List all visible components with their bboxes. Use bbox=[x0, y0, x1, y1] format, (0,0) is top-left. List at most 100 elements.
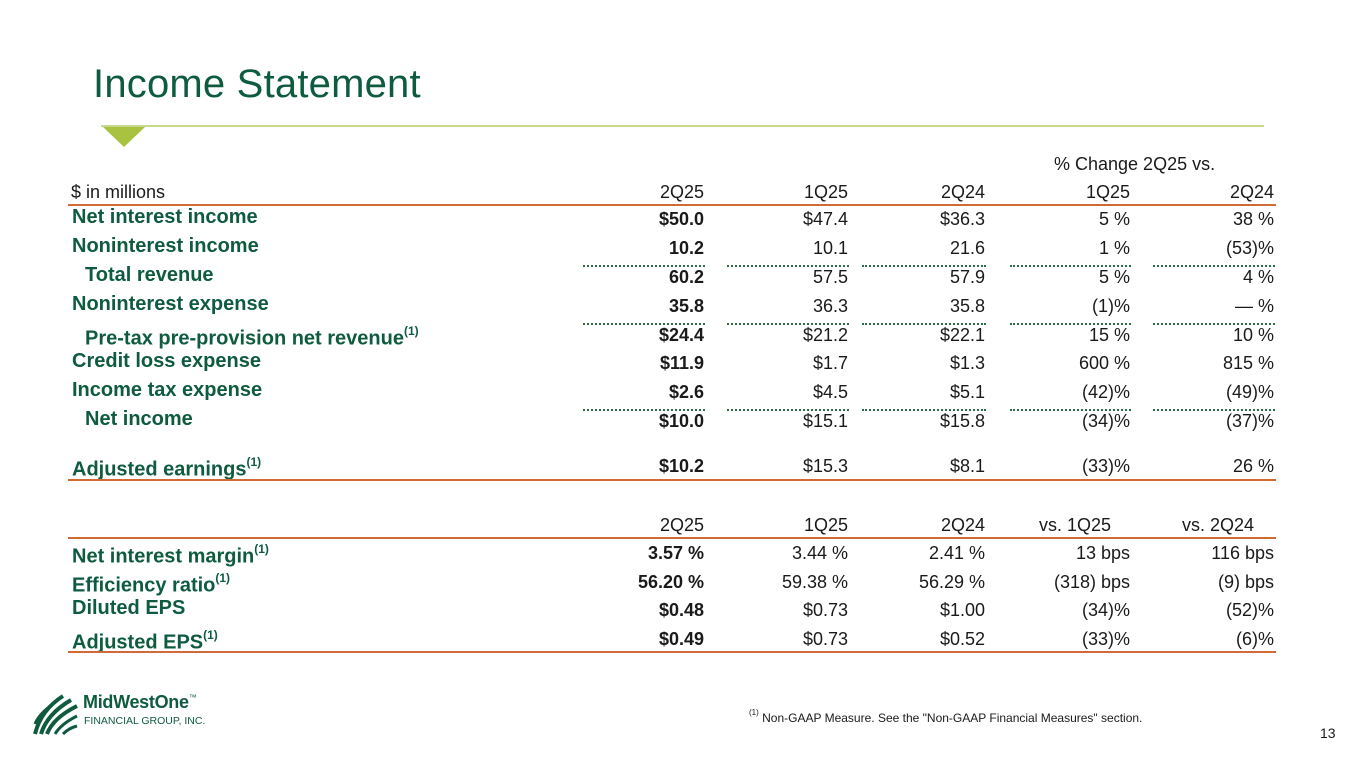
row-label-text: Noninterest income bbox=[72, 235, 259, 257]
table-cell: 35.8 bbox=[949, 296, 985, 316]
table-cell: 2.41 % bbox=[928, 543, 985, 563]
table-cell: 116 bps bbox=[1211, 543, 1274, 563]
row-label-text: Adjusted EPS bbox=[72, 631, 204, 654]
table-cell: 3.44 % bbox=[791, 543, 848, 563]
table-cell: 59.38 % bbox=[781, 572, 848, 592]
table-cell: (1)% bbox=[1091, 296, 1130, 316]
table-cell: $22.1 bbox=[939, 325, 985, 345]
table-cell: 15 % bbox=[1088, 325, 1130, 345]
table-cell: $47.4 bbox=[802, 209, 848, 229]
table-cell: $0.49 bbox=[658, 629, 704, 649]
table-cell: (33)% bbox=[1081, 629, 1130, 649]
table-cell: $10.2 bbox=[658, 456, 704, 476]
table-cell: 57.9 bbox=[949, 267, 985, 287]
table-cell: $0.52 bbox=[939, 629, 985, 649]
table-cell: 36.3 bbox=[812, 296, 848, 316]
subtotal-dotted-rule bbox=[862, 323, 986, 325]
table-cell: $15.3 bbox=[802, 456, 848, 476]
table-cell: 57.5 bbox=[812, 267, 848, 287]
row-label-text: Efficiency ratio bbox=[72, 574, 216, 597]
table-cell: (318) bps bbox=[1053, 572, 1130, 592]
row-label: Net income bbox=[85, 408, 193, 430]
table-cell: 600 % bbox=[1078, 353, 1130, 373]
row-label: Total revenue bbox=[85, 264, 214, 286]
table-cell: (34)% bbox=[1081, 600, 1130, 620]
row-label: Pre-tax pre-provision net revenue(1) bbox=[85, 322, 419, 350]
row-label: Efficiency ratio(1) bbox=[72, 569, 230, 597]
metrics-bottom-rule bbox=[68, 651, 1276, 653]
table-cell: 5 % bbox=[1098, 209, 1130, 229]
table-cell: 13 bps bbox=[1075, 543, 1130, 563]
table-cell: $1.00 bbox=[939, 600, 985, 620]
subtotal-dotted-rule bbox=[583, 323, 705, 325]
table-cell: 38 % bbox=[1232, 209, 1274, 229]
table-cell: $0.73 bbox=[802, 629, 848, 649]
column-header-label: $ in millions bbox=[71, 182, 166, 202]
row-label: Noninterest expense bbox=[72, 293, 269, 315]
row-label: Adjusted earnings(1) bbox=[72, 453, 261, 481]
table-cell: 5 % bbox=[1098, 267, 1130, 287]
table-cell: $24.4 bbox=[658, 325, 704, 345]
table-cell: $15.8 bbox=[939, 411, 985, 431]
percent-change-header: % Change 2Q25 vs. bbox=[1054, 154, 1216, 174]
row-label: Noninterest income bbox=[72, 235, 259, 257]
row-label: Net interest income bbox=[72, 206, 258, 228]
table-cell: 35.8 bbox=[668, 296, 704, 316]
header-rule bbox=[68, 204, 1276, 206]
table-cell: (37)% bbox=[1225, 411, 1274, 431]
table-cell: $21.2 bbox=[802, 325, 848, 345]
column-header: vs. 1Q25 bbox=[1038, 515, 1111, 535]
table-cell: 1 % bbox=[1098, 238, 1130, 258]
page-title: Income Statement bbox=[93, 62, 421, 106]
column-header: vs. 2Q24 bbox=[1181, 515, 1254, 535]
row-label-text: Noninterest expense bbox=[72, 293, 269, 315]
table-cell: 10.1 bbox=[812, 238, 848, 258]
subtotal-dotted-rule bbox=[1153, 323, 1275, 325]
table-cell: 815 % bbox=[1222, 353, 1274, 373]
table-cell: 10 % bbox=[1232, 325, 1274, 345]
company-logo: MidWestOne™ FINANCIAL GROUP, INC. bbox=[33, 690, 223, 736]
column-header: 2Q24 bbox=[940, 182, 985, 202]
title-divider bbox=[101, 125, 1264, 127]
row-label-text: Income tax expense bbox=[72, 379, 263, 401]
column-header: 2Q25 bbox=[659, 182, 704, 202]
table-cell: (9) bps bbox=[1217, 572, 1274, 592]
subtotal-dotted-rule bbox=[862, 265, 986, 267]
subtotal-dotted-rule bbox=[1153, 409, 1275, 411]
table-cell: $11.9 bbox=[659, 353, 704, 373]
table-cell: $1.7 bbox=[812, 353, 848, 373]
table-cell: 3.57 % bbox=[647, 543, 704, 563]
table-cell: (53)% bbox=[1225, 238, 1274, 258]
subtotal-dotted-rule bbox=[1010, 409, 1131, 411]
table-cell: $2.6 bbox=[668, 382, 704, 402]
table-cell: $0.48 bbox=[658, 600, 704, 620]
row-label: Adjusted EPS(1) bbox=[72, 626, 218, 654]
logo-wordmark: MidWestOne™ bbox=[83, 692, 197, 712]
row-label: Credit loss expense bbox=[72, 350, 261, 372]
row-label-text: Net interest income bbox=[72, 206, 258, 228]
column-header: 1Q25 bbox=[803, 515, 848, 535]
table-cell: $1.3 bbox=[949, 353, 985, 373]
footnote-marker: (1) bbox=[254, 542, 269, 556]
row-label: Diluted EPS bbox=[72, 597, 185, 619]
row-label-text: Adjusted earnings bbox=[72, 458, 247, 481]
subtotal-dotted-rule bbox=[727, 323, 849, 325]
logo-subtitle: FINANCIAL GROUP, INC. bbox=[84, 715, 206, 727]
subtotal-dotted-rule bbox=[1010, 265, 1131, 267]
table-cell: 26 % bbox=[1232, 456, 1274, 476]
table-cell: (6)% bbox=[1235, 629, 1274, 649]
table-cell: $10.0 bbox=[658, 411, 704, 431]
row-label: Net interest margin(1) bbox=[72, 540, 269, 568]
table-cell: $36.3 bbox=[939, 209, 985, 229]
subtotal-dotted-rule bbox=[583, 409, 705, 411]
row-label-text: Credit loss expense bbox=[72, 350, 261, 372]
table-cell: 4 % bbox=[1242, 267, 1274, 287]
row-label-text: Net interest margin bbox=[72, 545, 255, 568]
footnote: (1) Non-GAAP Measure. See the "Non-GAAP … bbox=[749, 708, 1143, 725]
table-cell: $0.73 bbox=[802, 600, 848, 620]
column-header: 2Q24 bbox=[1229, 182, 1274, 202]
page-number: 13 bbox=[1320, 725, 1336, 741]
table-cell: 56.29 % bbox=[918, 572, 985, 592]
table-cell: — % bbox=[1234, 296, 1274, 316]
footnote-marker: (1) bbox=[203, 628, 218, 642]
